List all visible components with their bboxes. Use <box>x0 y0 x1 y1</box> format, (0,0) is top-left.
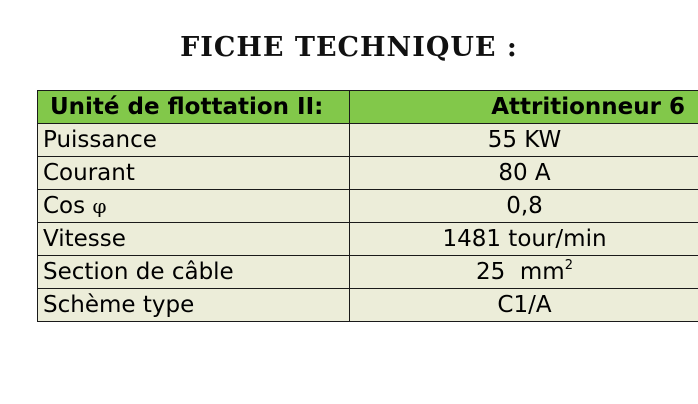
superscript: 2 <box>564 258 573 273</box>
table-row: Section de câble 25 mm2 <box>37 255 698 289</box>
row-label: Section de câble <box>37 255 350 289</box>
row-label-text: Cos <box>43 193 93 219</box>
table-row: Vitesse 1481 tour/min <box>37 222 698 256</box>
table-row: Cos φ 0,8 <box>37 189 698 223</box>
table-row: Puissance 55 KW <box>37 123 698 157</box>
value-text: 25 mm <box>476 259 565 285</box>
row-value: 55 KW <box>349 123 698 157</box>
page-title: FICHE TECHNIQUE : <box>180 32 518 63</box>
spec-table: Unité de flottation II: Attritionneur 6 … <box>37 90 698 322</box>
header-unit-label: Unité de flottation II: <box>37 90 350 124</box>
header-equipment-label: Attritionneur 6 <box>349 90 698 124</box>
row-label: Puissance <box>37 123 350 157</box>
table-row: Courant 80 A <box>37 156 698 190</box>
table-row: Schème type C1/A <box>37 288 698 322</box>
phi-symbol: φ <box>92 194 107 218</box>
row-label: Courant <box>37 156 350 190</box>
table-header-row: Unité de flottation II: Attritionneur 6 <box>37 90 698 124</box>
row-value: 80 A <box>349 156 698 190</box>
row-label: Vitesse <box>37 222 350 256</box>
row-value: C1/A <box>349 288 698 322</box>
row-value: 0,8 <box>349 189 698 223</box>
row-value: 25 mm2 <box>349 255 698 289</box>
row-label: Cos φ <box>37 189 350 223</box>
row-label: Schème type <box>37 288 350 322</box>
row-value: 1481 tour/min <box>349 222 698 256</box>
